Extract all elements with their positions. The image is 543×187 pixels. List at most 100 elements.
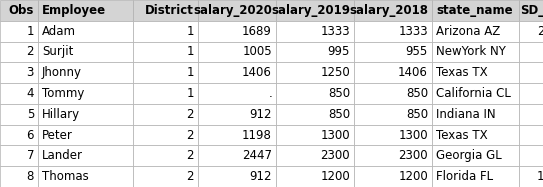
Text: 2300: 2300 (320, 149, 350, 162)
Text: 2300: 2300 (399, 149, 428, 162)
Bar (354, 42, 432, 62)
Bar (432, 62, 519, 83)
Bar (133, 145, 198, 166)
Text: 1406: 1406 (398, 66, 428, 79)
Text: 7: 7 (27, 149, 34, 162)
Bar (198, 104, 276, 125)
Bar (38, 21, 133, 42)
Bar (354, 104, 432, 125)
Text: 1: 1 (27, 25, 34, 38)
Text: 1200: 1200 (320, 170, 350, 183)
Bar (0, 21, 38, 42)
Bar (354, 62, 432, 83)
Bar (276, 125, 354, 145)
Text: 995: 995 (327, 45, 350, 59)
Bar (133, 83, 198, 104)
Text: 955: 955 (406, 45, 428, 59)
Bar (0, 145, 38, 166)
Text: 3: 3 (27, 66, 34, 79)
Bar (519, 0, 543, 21)
Text: 1333: 1333 (320, 25, 350, 38)
Bar (276, 83, 354, 104)
Text: Lander: Lander (42, 149, 83, 162)
Text: 1300: 1300 (399, 128, 428, 142)
Bar (519, 21, 543, 42)
Bar (198, 21, 276, 42)
Text: salary_2018: salary_2018 (349, 4, 428, 17)
Bar (198, 42, 276, 62)
Bar (432, 0, 519, 21)
Text: California CL: California CL (436, 87, 511, 100)
Bar (38, 166, 133, 187)
Text: 1333: 1333 (399, 25, 428, 38)
Text: Indiana IN: Indiana IN (436, 108, 496, 121)
Text: 2447: 2447 (242, 149, 272, 162)
Text: 2: 2 (186, 108, 194, 121)
Text: 2: 2 (186, 170, 194, 183)
Text: 1: 1 (186, 25, 194, 38)
Bar (432, 166, 519, 187)
Bar (133, 104, 198, 125)
Bar (354, 83, 432, 104)
Text: 850: 850 (406, 108, 428, 121)
Bar (276, 104, 354, 125)
Text: Texas TX: Texas TX (436, 128, 488, 142)
Bar (519, 104, 543, 125)
Bar (133, 0, 198, 21)
Bar (432, 83, 519, 104)
Text: Tommy: Tommy (42, 87, 84, 100)
Bar (0, 125, 38, 145)
Bar (198, 83, 276, 104)
Bar (276, 0, 354, 21)
Text: Employee: Employee (42, 4, 106, 17)
Bar (133, 42, 198, 62)
Text: 1198: 1198 (242, 128, 272, 142)
Bar (198, 62, 276, 83)
Text: 2: 2 (27, 45, 34, 59)
Bar (354, 0, 432, 21)
Bar (38, 104, 133, 125)
Text: NewYork NY: NewYork NY (436, 45, 506, 59)
Text: salary_2019: salary_2019 (271, 4, 350, 17)
Bar (0, 83, 38, 104)
Bar (0, 0, 38, 21)
Bar (354, 125, 432, 145)
Bar (133, 125, 198, 145)
Bar (276, 42, 354, 62)
Bar (276, 166, 354, 187)
Text: 4: 4 (27, 87, 34, 100)
Text: Adam: Adam (42, 25, 76, 38)
Text: 912: 912 (249, 170, 272, 183)
Text: District: District (145, 4, 194, 17)
Text: 8: 8 (27, 170, 34, 183)
Bar (38, 0, 133, 21)
Text: Hillary: Hillary (42, 108, 80, 121)
Text: 1406: 1406 (242, 66, 272, 79)
Bar (133, 62, 198, 83)
Text: salary_2020: salary_2020 (193, 4, 272, 17)
Bar (432, 104, 519, 125)
Text: 5: 5 (27, 108, 34, 121)
Text: Georgia GL: Georgia GL (436, 149, 502, 162)
Text: 1: 1 (186, 87, 194, 100)
Text: 2: 2 (186, 149, 194, 162)
Bar (354, 166, 432, 187)
Bar (198, 145, 276, 166)
Text: 1: 1 (186, 66, 194, 79)
Text: 912: 912 (249, 108, 272, 121)
Bar (38, 42, 133, 62)
Text: Jhonny: Jhonny (42, 66, 82, 79)
Bar (0, 62, 38, 83)
Text: .: . (268, 87, 272, 100)
Bar (354, 21, 432, 42)
Bar (133, 21, 198, 42)
Bar (276, 62, 354, 83)
Text: 1300: 1300 (320, 128, 350, 142)
Bar (38, 145, 133, 166)
Bar (432, 145, 519, 166)
Text: Florida FL: Florida FL (436, 170, 493, 183)
Bar (38, 62, 133, 83)
Text: Texas TX: Texas TX (436, 66, 488, 79)
Text: 1: 1 (186, 45, 194, 59)
Text: 6: 6 (27, 128, 34, 142)
